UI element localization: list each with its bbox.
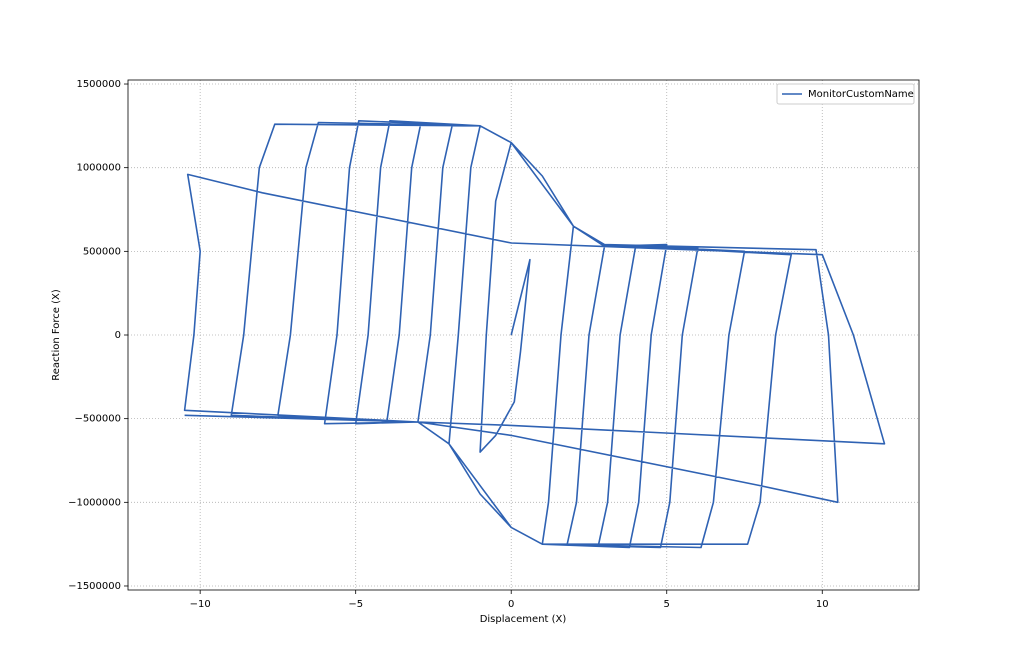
- x-tick-label: −5: [348, 599, 363, 610]
- x-tick-label: 5: [664, 599, 670, 610]
- legend-label: MonitorCustomName: [808, 89, 914, 100]
- legend-box: [776, 83, 915, 105]
- plot-frame: [127, 79, 920, 591]
- y-axis-label: Reaction Force (X): [51, 289, 62, 381]
- y-tick-label: −500000: [74, 414, 121, 425]
- y-tick-label: 500000: [83, 246, 121, 257]
- y-tick-label: 0: [115, 330, 121, 341]
- x-tick-label: 0: [508, 599, 514, 610]
- x-tick-label: −10: [190, 599, 211, 610]
- y-tick-label: −1500000: [68, 581, 121, 592]
- x-tick-label: 10: [816, 599, 829, 610]
- y-tick-label: −1000000: [68, 497, 121, 508]
- y-tick-label: 1500000: [76, 79, 121, 90]
- y-tick-label: 1000000: [76, 163, 121, 174]
- x-axis-label: Displacement (X): [480, 614, 567, 625]
- data-line: [183, 120, 886, 549]
